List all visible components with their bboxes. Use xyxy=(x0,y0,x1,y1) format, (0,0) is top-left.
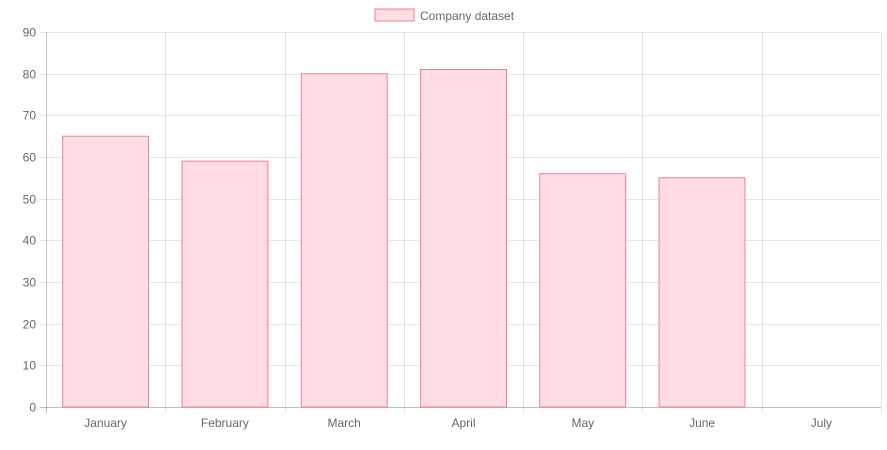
x-tick-label: May xyxy=(571,416,594,430)
axes: 0 10 20 30 40 50 60 70 80 90 January February March A… xyxy=(23,26,832,431)
x-tick-label: January xyxy=(84,416,127,430)
bar-march[interactable] xyxy=(300,73,388,408)
legend[interactable]: Company dataset xyxy=(374,8,515,23)
bar-january[interactable] xyxy=(62,135,150,408)
y-tick-label: 10 xyxy=(23,359,37,373)
y-tick-label: 20 xyxy=(23,318,37,332)
legend-label[interactable]: Company dataset xyxy=(420,9,515,23)
legend-swatch[interactable] xyxy=(374,8,415,22)
y-tick-label: 30 xyxy=(23,276,37,290)
y-tick-label: 70 xyxy=(23,109,37,123)
y-tick-label: 90 xyxy=(23,26,37,40)
bar-february[interactable] xyxy=(181,160,269,408)
y-tick-label: 80 xyxy=(23,68,37,82)
x-tick-label: April xyxy=(451,416,475,430)
bar-june[interactable] xyxy=(658,177,746,408)
bar-april[interactable] xyxy=(420,69,508,408)
y-tick-label: 40 xyxy=(23,234,37,248)
y-tick-label: 60 xyxy=(23,151,37,165)
x-tick-label: June xyxy=(689,416,715,430)
bars xyxy=(62,69,746,408)
y-tick-label: 0 xyxy=(29,401,36,415)
x-tick-label: February xyxy=(201,416,249,430)
bar-may[interactable] xyxy=(539,173,627,408)
x-tick-label: July xyxy=(811,416,832,430)
x-tick-label: March xyxy=(328,416,361,430)
y-tick-label: 50 xyxy=(23,193,37,207)
